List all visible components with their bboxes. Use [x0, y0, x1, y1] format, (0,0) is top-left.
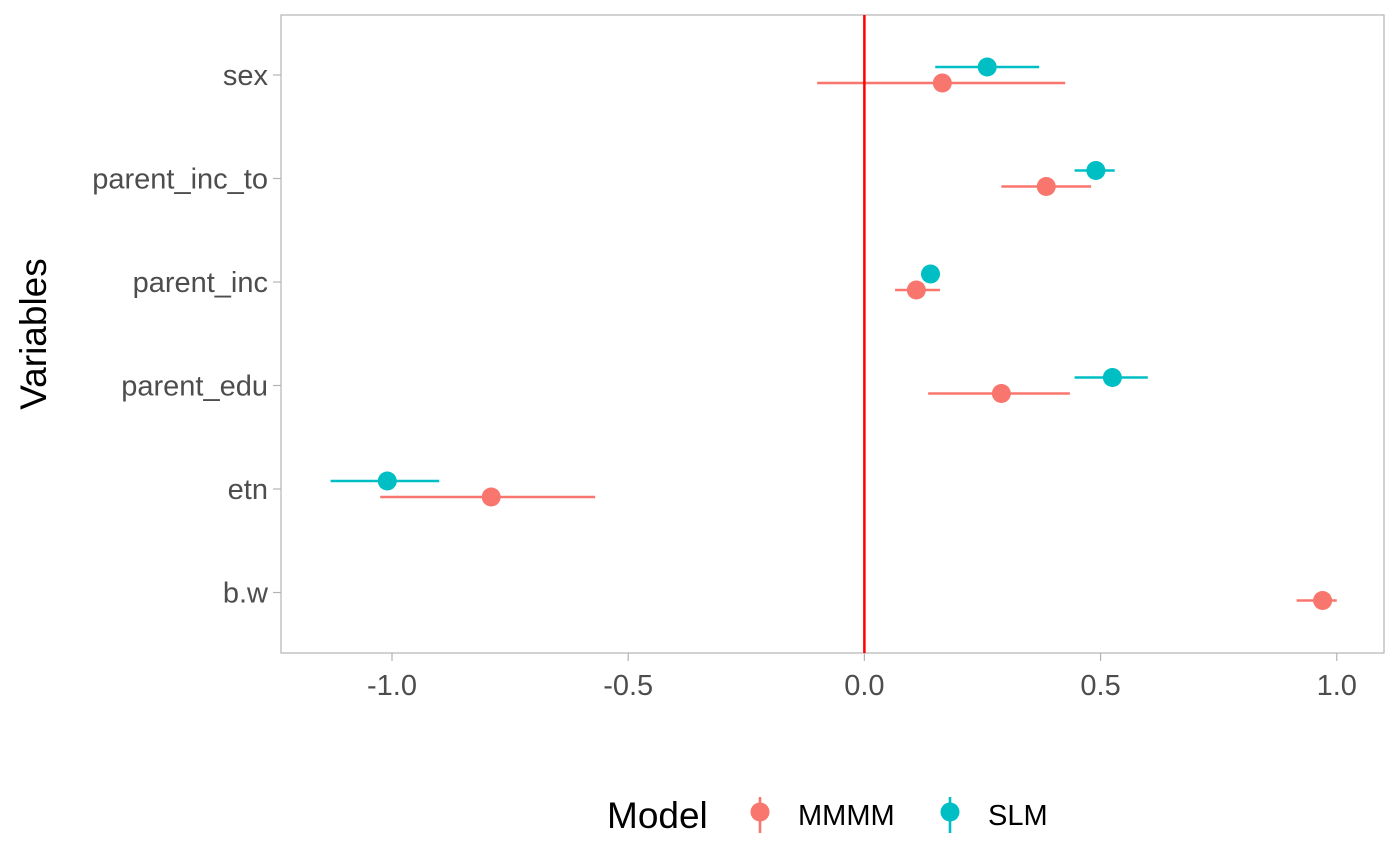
legend: Model MMMM SLM — [607, 795, 1048, 836]
x-axis: -1.0 -0.5 0.0 0.5 1.0 — [367, 653, 1357, 702]
y-tick-label: etn — [228, 474, 268, 506]
point-mmmm-parent-inc — [906, 280, 926, 300]
points-layer — [377, 57, 1333, 610]
y-tick-label: parent_edu — [121, 371, 268, 403]
y-axis-title: Variables — [13, 258, 54, 410]
x-tick-label: -0.5 — [603, 670, 653, 702]
legend-title: Model — [607, 795, 708, 836]
point-slm-parent-edu — [1102, 368, 1122, 387]
x-tick-label: -1.0 — [367, 670, 417, 702]
legend-key-point-slm — [940, 802, 960, 822]
point-slm-sex — [977, 57, 997, 77]
point-slm-parent-inc-to — [1086, 161, 1106, 180]
x-tick-label: 0.5 — [1080, 670, 1120, 702]
panel-background — [280, 14, 1385, 654]
x-tick-label: 0.0 — [844, 670, 884, 702]
y-tick-label: parent_inc_to — [92, 164, 268, 196]
legend-label-mmmm: MMMM — [798, 800, 895, 832]
y-tick-label: b.w — [223, 578, 269, 610]
y-tick-label: parent_inc — [133, 267, 268, 299]
point-mmmm-parent-edu — [991, 384, 1011, 403]
legend-label-slm: SLM — [988, 800, 1048, 832]
point-mmmm-sex — [932, 73, 952, 93]
legend-key-point-mmmm — [750, 802, 770, 822]
point-mmmm-b-w — [1313, 591, 1333, 610]
point-slm-parent-inc — [921, 264, 941, 284]
y-tick-label: sex — [223, 60, 269, 92]
x-tick-label: 1.0 — [1317, 670, 1357, 702]
point-slm-etn — [377, 471, 397, 491]
point-mmmm-etn — [481, 487, 501, 507]
point-mmmm-parent-inc-to — [1036, 177, 1056, 196]
